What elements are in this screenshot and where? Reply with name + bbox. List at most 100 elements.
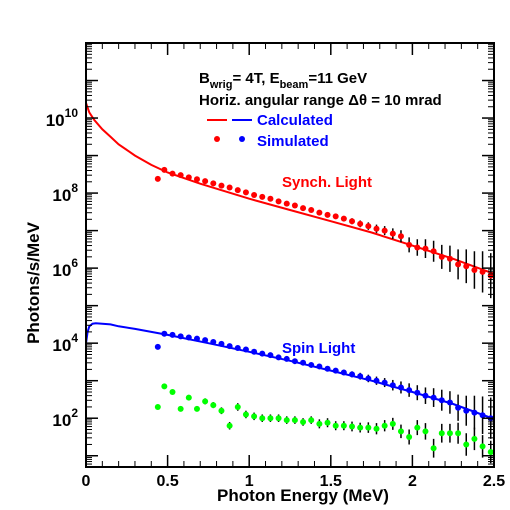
data-point — [446, 399, 453, 406]
legend-calculated-label: Calculated — [257, 112, 333, 129]
data-point — [169, 170, 176, 177]
data-point — [471, 435, 478, 442]
x-axis-title: Photon Energy (MeV) — [217, 486, 389, 505]
annotation-box: Bwrig= 4T, Ebeam=11 GeV Horiz. angular r… — [199, 70, 442, 150]
data-point — [234, 345, 241, 352]
y-tick-exponent: 10 — [65, 106, 79, 120]
y-tick-label: 106 — [52, 256, 78, 280]
data-point — [283, 417, 290, 424]
data-point — [365, 223, 372, 230]
y-tick-label: 1010 — [46, 106, 79, 130]
y-tick-label: 108 — [52, 181, 78, 205]
data-point — [154, 175, 161, 182]
ann-b: B — [199, 70, 210, 87]
data-point — [177, 172, 184, 179]
data-point — [251, 348, 258, 355]
data-point — [169, 388, 176, 395]
y-tick-label: 104 — [52, 331, 78, 355]
legend-sim-blue-dot — [239, 136, 245, 142]
data-point — [218, 340, 225, 347]
data-point — [422, 428, 429, 435]
data-point — [455, 404, 462, 411]
data-point — [251, 413, 258, 420]
y-tick-exponent: 2 — [71, 406, 78, 420]
data-point — [234, 187, 241, 194]
data-point — [463, 407, 470, 414]
data-point — [446, 430, 453, 437]
y-tick-exponent: 4 — [71, 331, 78, 345]
data-point — [389, 420, 396, 427]
data-point — [259, 415, 266, 422]
data-point — [324, 365, 331, 372]
data-point — [406, 241, 413, 248]
data-point — [406, 387, 413, 394]
data-point — [397, 233, 404, 240]
data-point — [169, 331, 176, 338]
data-point — [414, 389, 421, 396]
synch-light-label: Synch. Light — [282, 174, 372, 191]
data-point — [300, 205, 307, 212]
data-point — [463, 263, 470, 270]
data-point — [463, 441, 470, 448]
data-point — [340, 369, 347, 376]
data-point — [389, 382, 396, 389]
data-point — [349, 423, 356, 430]
data-point — [283, 200, 290, 207]
plot-frame — [85, 42, 495, 468]
data-point — [202, 178, 209, 185]
data-point — [242, 346, 249, 353]
data-point — [185, 334, 192, 341]
data-point — [357, 220, 364, 227]
y-tick-exponent: 8 — [71, 181, 78, 195]
data-point — [210, 180, 217, 187]
x-tick-label: 1.5 — [320, 473, 342, 490]
data-point — [251, 191, 258, 198]
legend-sim-red-dot — [214, 136, 220, 142]
data-point — [161, 166, 168, 173]
x-tick-label: 0.5 — [156, 473, 178, 490]
data-point — [275, 198, 282, 205]
data-point — [381, 379, 388, 386]
data-point — [259, 193, 266, 200]
series-line-0 — [85, 102, 495, 275]
data-point — [226, 422, 233, 429]
data-point — [324, 211, 331, 218]
data-point — [487, 448, 494, 455]
data-point — [218, 407, 225, 414]
data-point — [349, 371, 356, 378]
annotation-line2: Horiz. angular range Δθ = 10 mrad — [199, 92, 442, 109]
data-point — [397, 384, 404, 391]
data-point — [242, 189, 249, 196]
data-point — [218, 182, 225, 189]
series-line-1 — [85, 322, 495, 420]
data-point — [308, 361, 315, 368]
markers — [154, 166, 494, 464]
y-tick-base: 10 — [52, 336, 71, 355]
data-point — [161, 330, 168, 337]
data-point — [471, 409, 478, 416]
data-point — [373, 377, 380, 384]
data-point — [316, 363, 323, 370]
data-point — [193, 176, 200, 183]
data-point — [242, 411, 249, 418]
data-point — [259, 350, 266, 357]
y-tick-label: 102 — [52, 406, 78, 430]
data-point — [357, 373, 364, 380]
ann-b2: = 4T, E — [232, 70, 279, 87]
data-point — [210, 339, 217, 346]
data-point — [193, 335, 200, 342]
data-point — [300, 359, 307, 366]
data-point — [479, 443, 486, 450]
data-point — [226, 343, 233, 350]
data-point — [316, 420, 323, 427]
data-point — [332, 422, 339, 429]
data-point — [226, 184, 233, 191]
x-tick-label: 1 — [245, 473, 254, 490]
data-point — [210, 402, 217, 409]
data-point — [455, 261, 462, 268]
data-point — [406, 433, 413, 440]
data-point — [291, 358, 298, 365]
data-point — [438, 430, 445, 437]
